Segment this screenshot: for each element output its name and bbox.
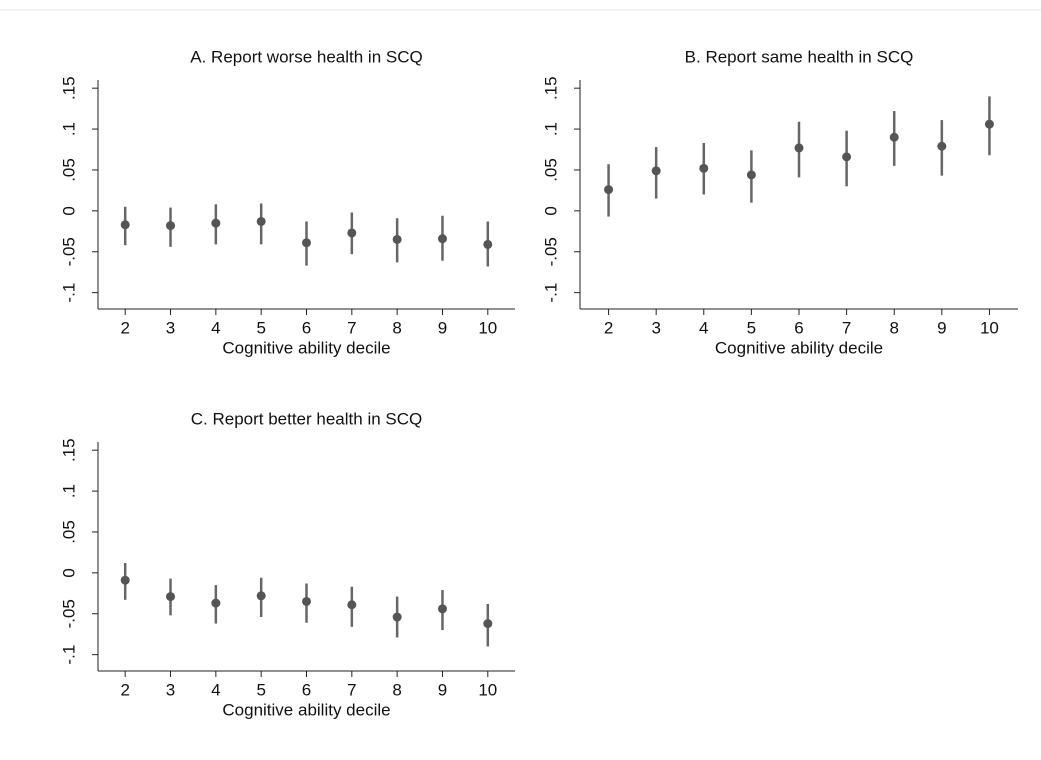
- y-tick-label: -.05: [59, 599, 78, 628]
- panel-title: B. Report same health in SCQ: [685, 47, 914, 66]
- point: [437, 604, 447, 614]
- x-tick-label: 4: [211, 318, 220, 337]
- y-tick-label: 0: [59, 568, 78, 577]
- x-tick-label: 5: [256, 318, 265, 337]
- x-tick-label: 3: [651, 318, 660, 337]
- point: [604, 185, 614, 195]
- panel-title: C. Report better health in SCQ: [191, 409, 423, 428]
- x-tick-label: 4: [699, 318, 708, 337]
- point: [211, 218, 221, 228]
- point: [347, 600, 357, 610]
- x-tick-label: 7: [347, 680, 356, 699]
- point: [392, 234, 402, 244]
- point: [166, 221, 176, 231]
- point: [984, 119, 994, 129]
- x-tick-label: 5: [747, 318, 756, 337]
- x-axis-label: Cognitive ability decile: [715, 338, 883, 357]
- y-tick-label: .05: [59, 158, 78, 182]
- point: [651, 166, 661, 176]
- point: [889, 132, 899, 142]
- point: [392, 612, 402, 622]
- point: [302, 596, 311, 606]
- x-tick-label: 10: [478, 680, 497, 699]
- point: [256, 216, 266, 226]
- x-tick-label: 3: [166, 680, 175, 699]
- x-tick-label: 3: [166, 318, 175, 337]
- y-tick-label: .05: [541, 158, 560, 182]
- x-tick-label: 6: [794, 318, 803, 337]
- x-tick-label: 4: [211, 680, 220, 699]
- point: [437, 234, 447, 244]
- y-tick-label: -.1: [541, 283, 560, 303]
- x-tick-label: 10: [980, 318, 999, 337]
- x-tick-label: 7: [842, 318, 851, 337]
- x-tick-label: 9: [438, 680, 447, 699]
- point: [483, 619, 493, 629]
- point: [483, 239, 493, 249]
- point: [302, 238, 311, 248]
- y-tick-label: -.05: [541, 237, 560, 266]
- point: [120, 220, 130, 230]
- x-tick-label: 10: [478, 318, 497, 337]
- y-tick-label: 0: [541, 206, 560, 215]
- x-axis-label: Cognitive ability decile: [222, 700, 390, 719]
- x-axis-label: Cognitive ability decile: [222, 338, 390, 357]
- x-tick-label: 5: [256, 680, 265, 699]
- y-tick-label: -.05: [59, 237, 78, 266]
- point: [746, 170, 756, 180]
- x-tick-label: 6: [302, 318, 311, 337]
- x-tick-label: 8: [392, 318, 401, 337]
- y-tick-label: .15: [541, 76, 560, 100]
- x-tick-label: 8: [889, 318, 898, 337]
- x-tick-label: 9: [937, 318, 946, 337]
- y-tick-label: .05: [59, 520, 78, 544]
- point: [211, 598, 221, 608]
- x-tick-label: 6: [302, 680, 311, 699]
- x-tick-label: 7: [347, 318, 356, 337]
- x-tick-label: 9: [438, 318, 447, 337]
- y-tick-label: -.1: [59, 283, 78, 303]
- point: [842, 152, 852, 162]
- x-tick-label: 2: [120, 318, 129, 337]
- y-tick-label: .15: [59, 76, 78, 100]
- x-tick-label: 2: [120, 680, 129, 699]
- point: [120, 575, 130, 585]
- y-tick-label: -.1: [59, 645, 78, 665]
- x-tick-label: 8: [392, 680, 401, 699]
- point: [256, 591, 266, 601]
- y-tick-label: .1: [541, 122, 560, 136]
- y-tick-label: .1: [59, 484, 78, 498]
- x-tick-label: 2: [604, 318, 613, 337]
- y-tick-label: 0: [59, 206, 78, 215]
- point: [794, 143, 804, 153]
- panel-title: A. Report worse health in SCQ: [190, 47, 422, 66]
- point: [699, 163, 709, 173]
- point: [166, 592, 176, 602]
- point: [347, 228, 357, 238]
- point: [937, 141, 947, 151]
- y-tick-label: .1: [59, 122, 78, 136]
- y-tick-label: .15: [59, 438, 78, 462]
